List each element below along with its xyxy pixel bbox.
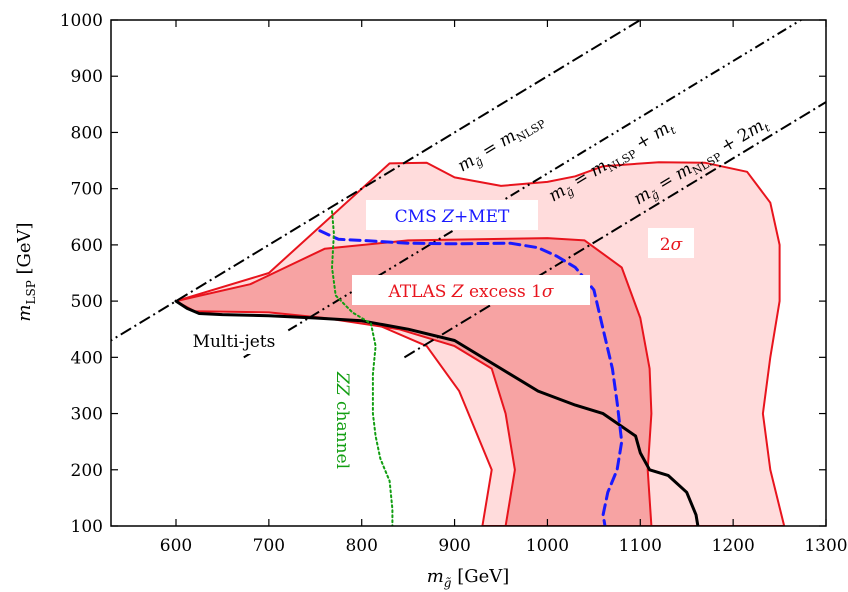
y-tick-label: 800 bbox=[71, 123, 103, 143]
x-tick-label: 700 bbox=[253, 536, 285, 556]
atlas-label: ATLAS Z excess 1σ bbox=[387, 282, 553, 302]
curve-zz-channel bbox=[331, 210, 394, 526]
two-sigma-label: 2σ bbox=[660, 235, 683, 255]
multijets-label-bg bbox=[182, 326, 286, 354]
two-sigma-label-bg bbox=[648, 228, 694, 258]
region-one-sigma bbox=[175, 237, 653, 526]
y-tick-label: 500 bbox=[71, 292, 103, 312]
guide-line-0 bbox=[111, 20, 643, 342]
cms-label: CMS Z+MET bbox=[395, 207, 510, 227]
zz-channel-label: ZZ channel bbox=[332, 371, 352, 469]
curve-multi-jets bbox=[174, 299, 700, 526]
guide-label-nlsp: mg̃ = mNLSP bbox=[454, 109, 548, 178]
x-tick-label: 900 bbox=[438, 536, 470, 556]
y-tick-label: 100 bbox=[71, 517, 103, 537]
y-tick-label: 400 bbox=[71, 348, 103, 368]
x-axis-title: mg̃ [GeV] bbox=[427, 566, 510, 590]
y-tick-label: 200 bbox=[71, 461, 103, 481]
cms-label-bg bbox=[366, 200, 538, 230]
plot-frame bbox=[110, 19, 827, 527]
y-tick-label: 600 bbox=[71, 236, 103, 256]
y-axis-title: mLSP [GeV] bbox=[14, 222, 38, 321]
y-tick-label: 1000 bbox=[60, 11, 103, 31]
x-tick-label: 1200 bbox=[712, 536, 755, 556]
multijets-label: Multi-jets bbox=[193, 332, 276, 352]
guide-line-1 bbox=[243, 20, 803, 359]
x-tick-label: 1000 bbox=[526, 536, 569, 556]
x-tick-label: 1300 bbox=[804, 536, 847, 556]
x-tick-label: 600 bbox=[160, 536, 192, 556]
y-tick-label: 900 bbox=[71, 67, 103, 87]
y-tick-label: 300 bbox=[71, 405, 103, 425]
y-tick-label: 700 bbox=[71, 180, 103, 200]
guide-lines-layer bbox=[111, 20, 826, 359]
x-tick-label: 1100 bbox=[619, 536, 662, 556]
guide-line-2 bbox=[403, 100, 826, 359]
atlas-label-bg bbox=[352, 275, 590, 305]
y-ticks: 100 200 300 400 500 600 700 800 900 1000 bbox=[60, 11, 826, 537]
x-ticks: 600 700 800 900 1000 1100 1200 1300 bbox=[160, 20, 848, 556]
x-tick-label: 800 bbox=[345, 536, 377, 556]
